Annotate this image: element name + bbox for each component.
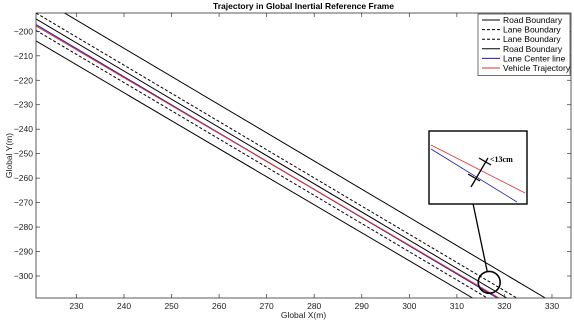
y-tick-label: −300: [14, 271, 33, 281]
annotation-label: <13cm: [490, 155, 513, 164]
y-tick-label: −250: [14, 149, 33, 159]
x-tick-label: 300: [402, 301, 416, 311]
zoom-connector: [472, 203, 488, 272]
x-tick-label: 230: [69, 301, 83, 311]
y-tick-label: −290: [14, 247, 33, 257]
legend-entry: Lane Boundary: [503, 34, 561, 44]
y-tick-label: −210: [14, 51, 33, 61]
y-tick-label: −200: [14, 26, 33, 36]
series-line-2: [36, 29, 488, 298]
zoom-inset: [428, 130, 528, 205]
inset-measure-cap: [467, 173, 481, 182]
inset-trajectory-line: [430, 144, 526, 194]
y-axis-label: Global Y(m): [4, 133, 14, 178]
series-line-3: [63, 13, 546, 298]
inset-measure-line: [470, 157, 489, 188]
x-tick-label: 280: [307, 301, 321, 311]
inset-measure-cap: [478, 157, 492, 166]
axes-box: [35, 12, 572, 299]
x-tick-label: 330: [545, 301, 559, 311]
plot-area: [36, 13, 546, 298]
y-tick-label: −230: [14, 100, 33, 110]
y-tick-label: −260: [14, 173, 33, 183]
x-tick-label: 260: [212, 301, 226, 311]
series-line-5: [36, 25, 500, 298]
x-tick-label: 270: [260, 301, 274, 311]
zoom-circle: [477, 270, 501, 295]
x-axis-label: Global X(m): [281, 310, 327, 320]
legend-box: [477, 13, 571, 76]
y-tick-label: −220: [14, 75, 33, 85]
series-group: [36, 13, 546, 298]
x-tick-label: 310: [450, 301, 464, 311]
legend-entry: Lane Center line: [503, 53, 566, 63]
series-line-6: [36, 40, 473, 298]
y-tick-label: −280: [14, 222, 33, 232]
axes: 230 240 250 260 270 280 290 300 310 320 330 −200 −21…: [14, 12, 572, 311]
inset-centerline: [430, 148, 518, 203]
x-tick-label: 320: [497, 301, 511, 311]
legend-entry: Lane Boundary: [503, 25, 561, 35]
annotation: <13cm: [428, 130, 528, 295]
legend-entry: Vehicle Trajectory: [503, 63, 571, 73]
x-tick-label: 250: [164, 301, 178, 311]
legend-entry: Road Boundary: [503, 15, 563, 25]
x-tick-label: 240: [117, 301, 131, 311]
x-tick-label: 290: [355, 301, 369, 311]
series-line-1: [36, 13, 518, 298]
y-tick-label: −240: [14, 124, 33, 134]
series-line-0: [36, 18, 508, 298]
chart-title: Trajectory in Global Inertial Reference …: [213, 1, 394, 11]
legend-entry: Road Boundary: [503, 44, 563, 54]
y-tick-label: −270: [14, 198, 33, 208]
